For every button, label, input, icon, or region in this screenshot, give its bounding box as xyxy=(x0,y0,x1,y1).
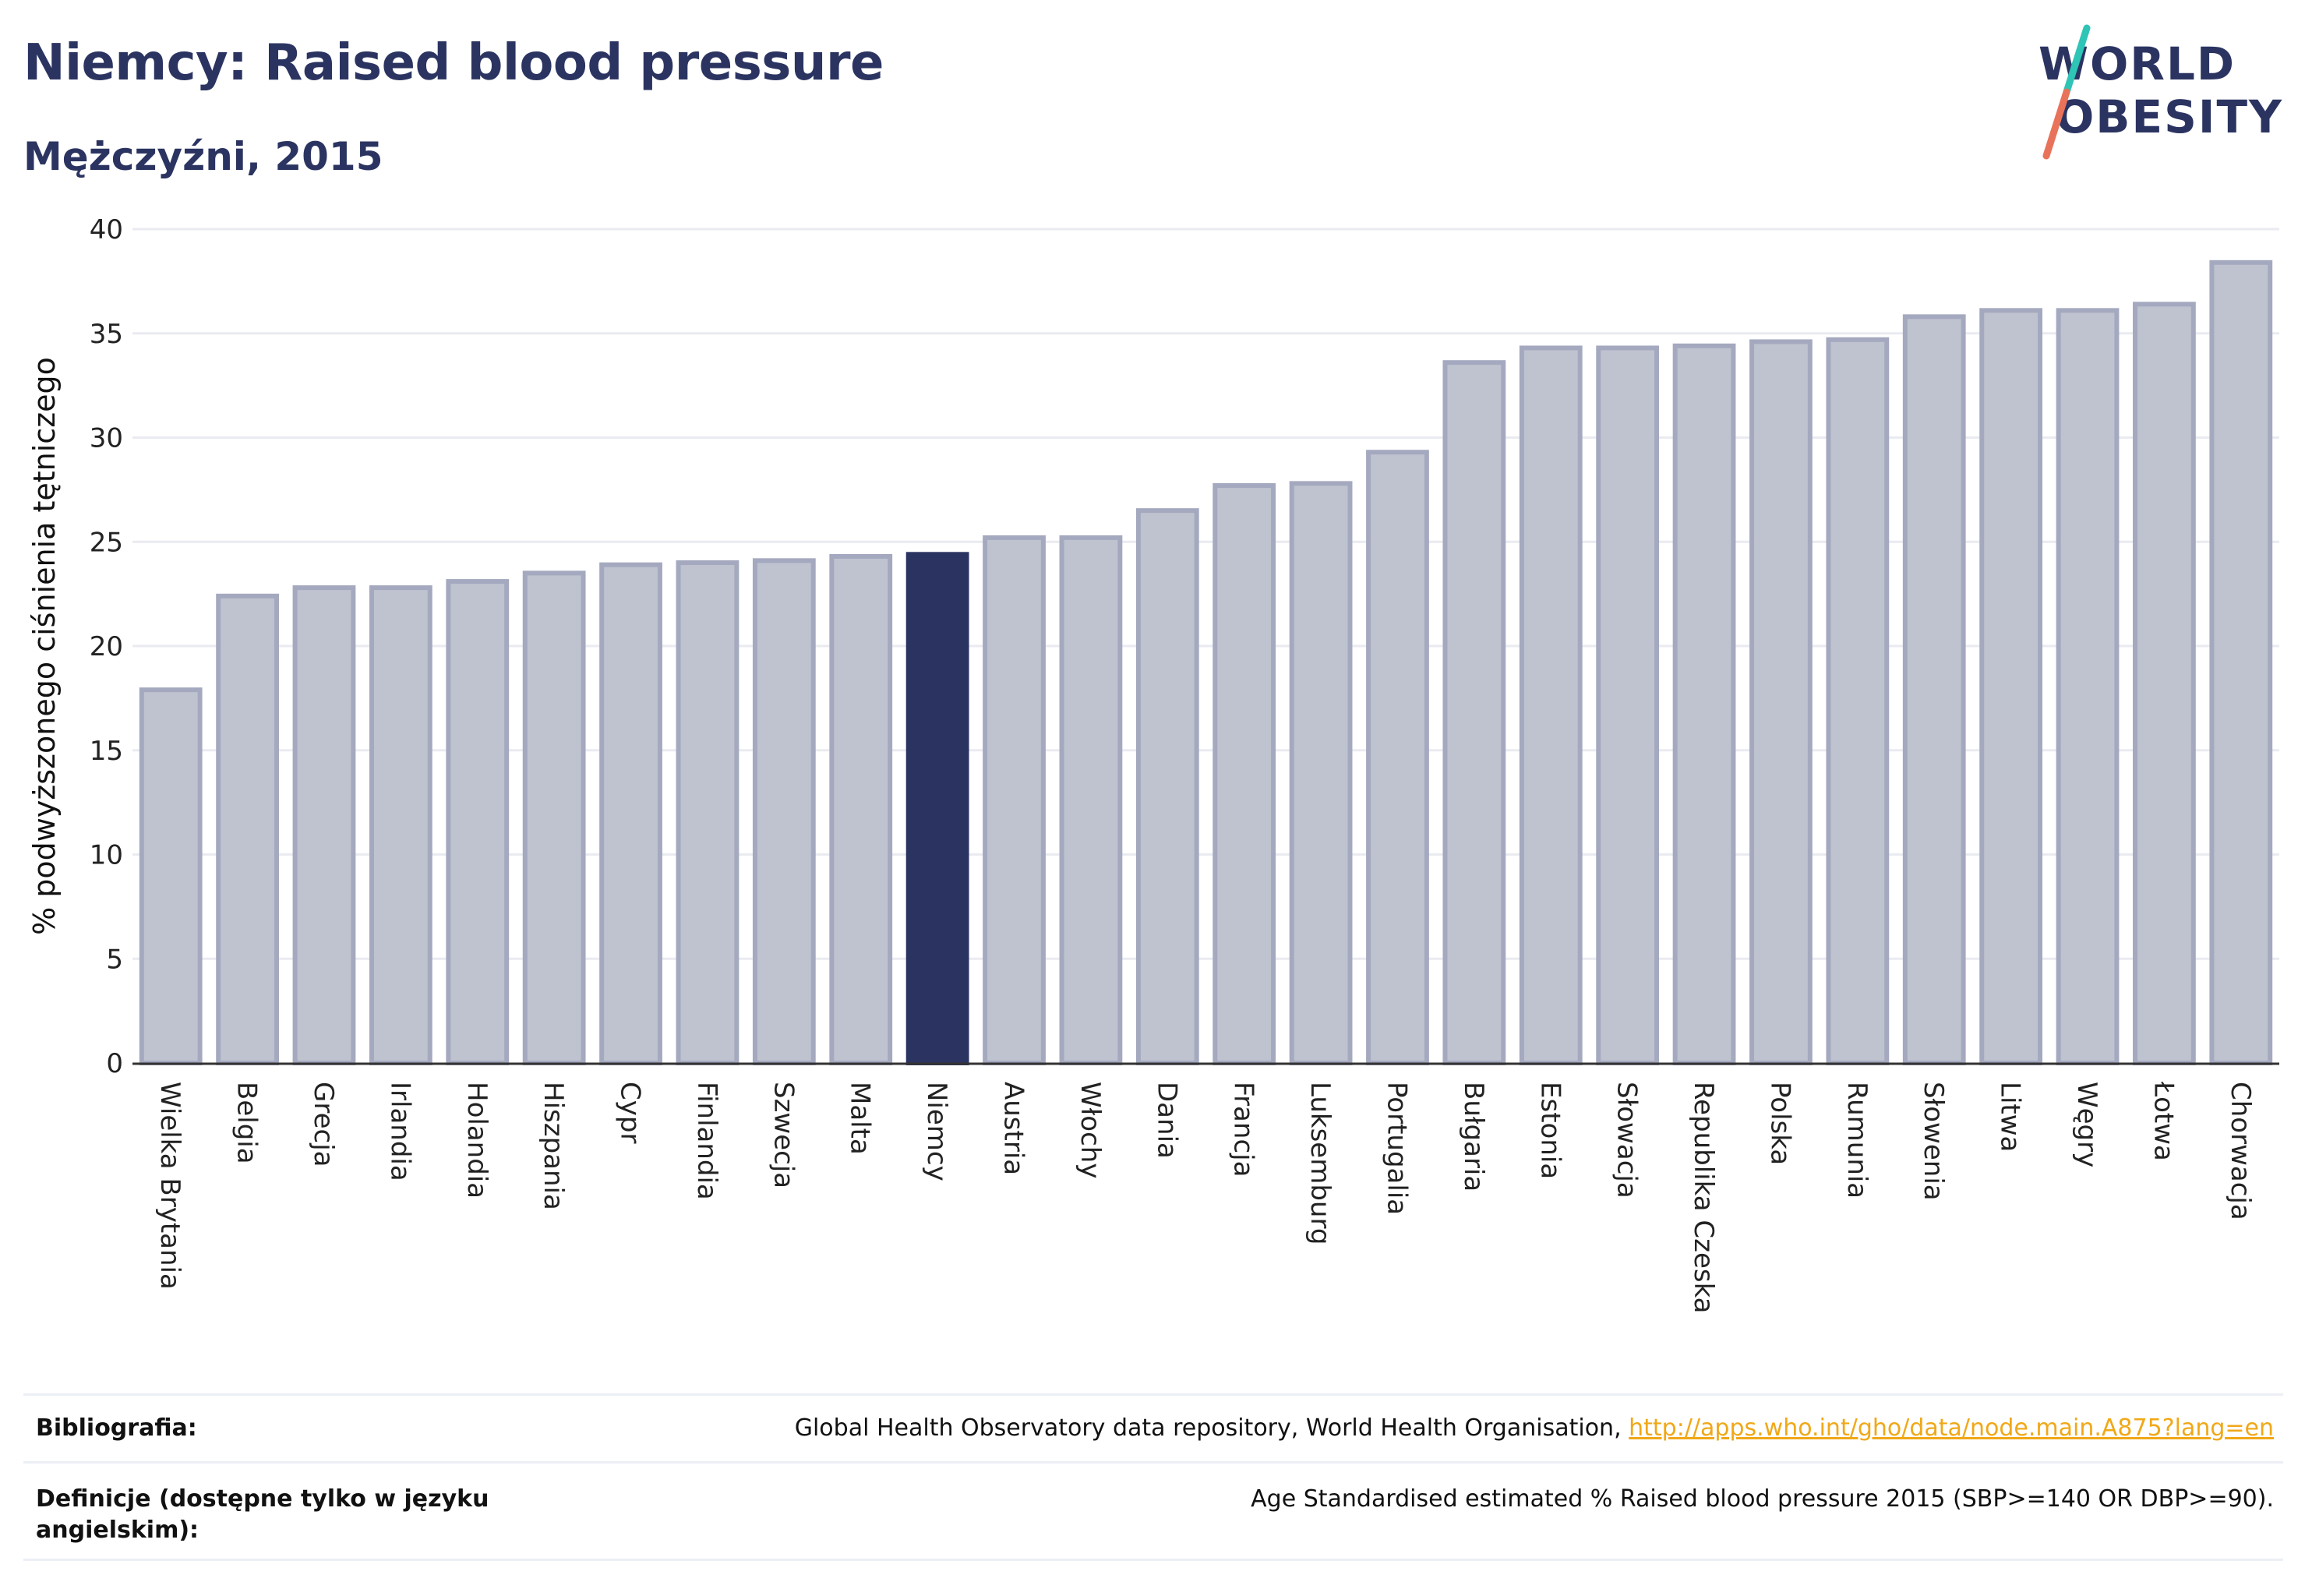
bar-litwa[interactable] xyxy=(1979,308,2043,1065)
bar-grecja[interactable] xyxy=(292,585,356,1065)
y-tick-label: 40 xyxy=(90,214,123,245)
x-tick-label: Słowacja xyxy=(1611,1082,1643,1199)
bar-słowacja[interactable] xyxy=(1596,345,1660,1066)
definitions-label: Definicje (dostępne tylko w języku angie… xyxy=(36,1485,489,1544)
y-tick-label: 25 xyxy=(90,527,123,558)
x-tick-label: Finlandia xyxy=(691,1082,722,1200)
chart-subtitle: Mężczyźni, 2015 xyxy=(23,134,383,179)
x-tick-label: Bułgaria xyxy=(1458,1082,1489,1192)
bar-dania[interactable] xyxy=(1135,508,1199,1065)
chart-title: Niemcy: Raised blood pressure xyxy=(23,34,884,92)
bibliography-value: Global Health Observatory data repositor… xyxy=(795,1413,2274,1444)
x-tick-label: Rumunia xyxy=(1841,1082,1873,1199)
x-tick-label: Portugalia xyxy=(1381,1082,1412,1215)
x-tick-label: Cypr xyxy=(615,1082,646,1143)
x-tick-label: Słowenia xyxy=(1918,1082,1949,1201)
x-tick-label: Chorwacja xyxy=(2225,1082,2256,1220)
y-tick-label: 0 xyxy=(106,1048,123,1079)
x-tick-label: Malta xyxy=(845,1082,876,1155)
bar-niemcy[interactable] xyxy=(905,552,969,1065)
bar-łotwa[interactable] xyxy=(2133,302,2196,1065)
x-tick-label: Szwecja xyxy=(768,1082,799,1188)
y-tick-label: 30 xyxy=(90,423,123,454)
bibliography-label: Bibliografia: xyxy=(36,1414,197,1442)
x-tick-label: Wielka Brytania xyxy=(154,1082,185,1290)
definitions-text: Age Standardised estimated % Raised bloo… xyxy=(1251,1485,2274,1513)
bar-portugalia[interactable] xyxy=(1366,450,1429,1065)
bar-włochy[interactable] xyxy=(1059,535,1123,1065)
bar-belgia[interactable] xyxy=(216,593,279,1065)
bibliography-row: Bibliografia: Global Health Observatory … xyxy=(23,1393,2283,1461)
bar-francja[interactable] xyxy=(1213,483,1276,1065)
definitions-row: Definicje (dostępne tylko w języku angie… xyxy=(23,1461,2283,1561)
bar-słowenia[interactable] xyxy=(1902,314,1966,1066)
bar-malta[interactable] xyxy=(829,553,893,1065)
x-tick-label: Hiszpania xyxy=(538,1082,569,1210)
y-tick-label: 10 xyxy=(90,840,123,871)
bibliography-link[interactable]: http://apps.who.int/gho/data/node.main.A… xyxy=(1629,1414,2274,1442)
bar-holandia[interactable] xyxy=(446,579,510,1065)
footer: Bibliografia: Global Health Observatory … xyxy=(23,1393,2283,1561)
bar-estonia[interactable] xyxy=(1519,345,1583,1066)
bar-szwecja[interactable] xyxy=(752,558,816,1065)
y-axis-label: % podwyższonego ciśnienia tętniczego xyxy=(27,357,62,935)
x-tick-label: Francja xyxy=(1228,1082,1259,1177)
x-axis-labels: Wielka Brytania Belgia Grecja Irlandia Holan… xyxy=(154,1081,2256,1314)
x-tick-label: Polska xyxy=(1764,1082,1795,1165)
world-obesity-logo[interactable]: WORLD OBESITY xyxy=(2034,22,2291,162)
bar-austria[interactable] xyxy=(983,535,1046,1065)
y-tick-label: 35 xyxy=(90,319,123,350)
bar-hiszpania[interactable] xyxy=(522,570,586,1065)
bar-węgry[interactable] xyxy=(2056,308,2120,1065)
bar-polska[interactable] xyxy=(1749,339,1813,1065)
y-tick-label: 20 xyxy=(90,631,123,662)
bibliography-text: Global Health Observatory data repositor… xyxy=(794,1414,1629,1442)
bar-luksemburg[interactable] xyxy=(1289,481,1353,1065)
x-tick-label: Holandia xyxy=(461,1082,492,1199)
logo-slash-icon xyxy=(2042,24,2091,160)
x-tick-label: Austria xyxy=(998,1082,1029,1175)
bar-wielka-brytania[interactable] xyxy=(139,687,203,1065)
bar-chorwacja[interactable] xyxy=(2209,260,2273,1065)
logo-line-2: OBESITY xyxy=(2056,90,2284,143)
bar-cypr[interactable] xyxy=(599,562,662,1065)
y-axis-ticks: 0 5 10 15 20 25 30 35 40 xyxy=(90,214,123,1079)
x-tick-label: Estonia xyxy=(1534,1082,1565,1179)
bar-chart: 0 5 10 15 20 25 30 35 40 Wielka Brytania Belgia Gr… xyxy=(27,214,2279,1314)
bar-finlandia[interactable] xyxy=(676,560,740,1065)
y-tick-label: 15 xyxy=(90,736,123,767)
x-tick-label: Grecja xyxy=(308,1082,339,1167)
x-tick-label: Niemcy xyxy=(921,1082,952,1181)
x-tick-label: Włochy xyxy=(1075,1082,1106,1178)
x-tick-label: Litwa xyxy=(1995,1082,2026,1152)
x-tick-label: Dania xyxy=(1151,1082,1182,1159)
x-tick-label: Irlandia xyxy=(384,1082,415,1181)
x-tick-label: Węgry xyxy=(2071,1082,2102,1167)
bar-bułgaria[interactable] xyxy=(1442,360,1506,1065)
x-tick-label: Belgia xyxy=(231,1082,263,1164)
bar-irlandia[interactable] xyxy=(369,585,432,1065)
bar-republika-czeska[interactable] xyxy=(1672,343,1736,1065)
x-tick-label: Łotwa xyxy=(2148,1081,2179,1161)
bar-rumunia[interactable] xyxy=(1826,337,1890,1065)
bars xyxy=(139,260,2273,1066)
x-tick-label: Luksemburg xyxy=(1304,1082,1336,1245)
y-tick-label: 5 xyxy=(106,944,123,975)
x-tick-label: Republika Czeska xyxy=(1688,1082,1719,1314)
